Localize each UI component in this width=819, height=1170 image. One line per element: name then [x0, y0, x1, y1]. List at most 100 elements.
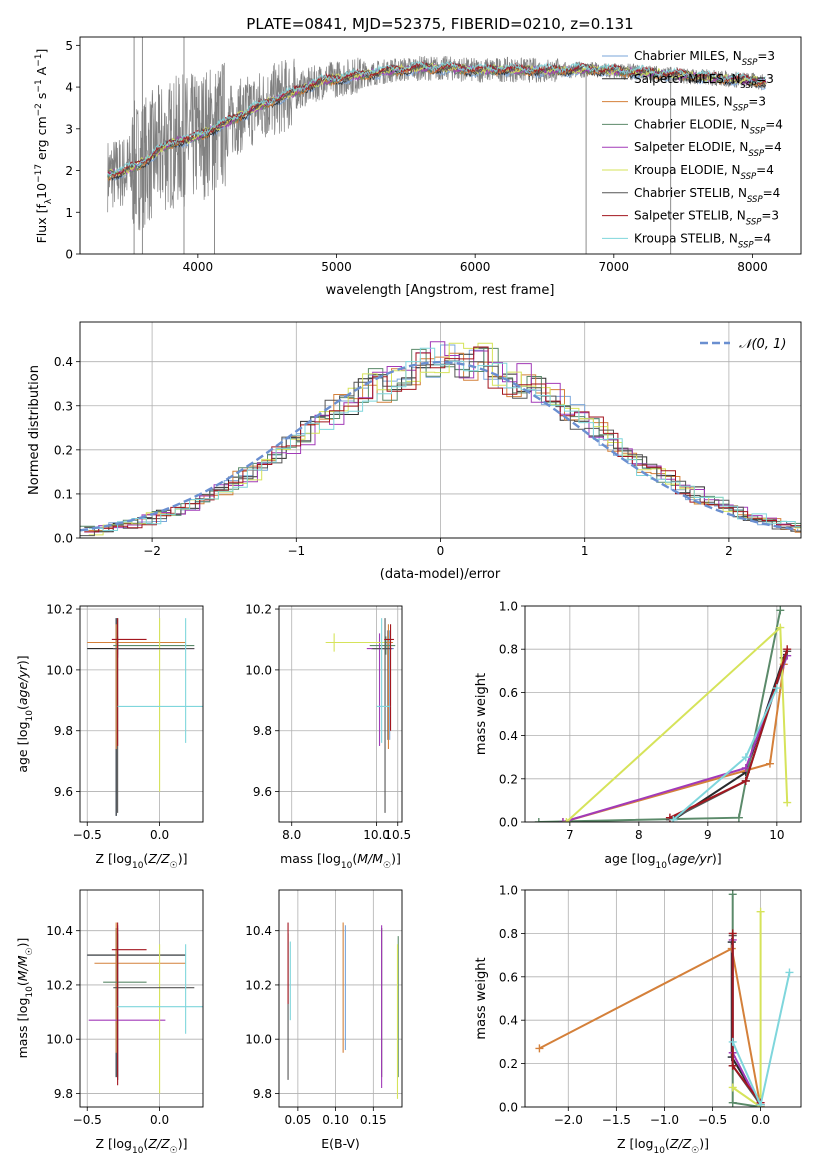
spectrum-ytick-label: 2: [65, 164, 73, 178]
massweight_vs_age-ytick-label: 0.4: [499, 729, 518, 743]
legend-label-salpeter-miles: Salpeter MILES, NSSP=3: [634, 72, 774, 91]
massweight_vs_age-xtick-label: 9: [704, 828, 712, 842]
legend-label-kroupa-stelib: Kroupa STELIB, NSSP=4: [634, 231, 771, 250]
chart-layer: 4000 5000 6000 7000 8000 0 1 2 3 4 5 wavelength [An…: [15, 36, 802, 1156]
legend-label-main: Salpeter ELODIE, N: [634, 140, 748, 154]
residuals-xtick-label: −2: [143, 544, 161, 558]
residuals-frame: [79, 321, 802, 539]
age_vs_mass-xlabel-part: mass [log: [280, 851, 341, 866]
residual-hist-kroupa-stelib: [88, 347, 801, 531]
legend-label-suffix: =4: [764, 140, 782, 154]
spectrum-ylabel-part: ]: [34, 49, 49, 54]
age_vs_mass-xlabel-part: )]: [391, 851, 401, 866]
mass_vs_Z-ylabel-part: (: [15, 981, 30, 986]
legend-label-suffix: =3: [756, 72, 774, 86]
legend-label-suffix: =4: [756, 163, 774, 177]
residuals-ytick-label: 0.4: [54, 355, 73, 369]
age_vs_mass-xlabel-part: ☉: [383, 861, 391, 871]
massweight_vs_age-marker-kroupa-elodie: [776, 623, 785, 632]
residuals-ytick-label: 0.1: [54, 487, 73, 501]
massweight_vs_age-ytick-label: 0.8: [499, 643, 518, 657]
age_vs_Z-xlabel-part: Z/Z: [147, 851, 170, 866]
legend-label-suffix: =4: [763, 186, 781, 200]
massweight_vs_Z-marker-kroupa-stelib: [785, 968, 794, 977]
massweight_vs_age-marker-kroupa-stelib: [741, 753, 750, 762]
massweight_vs_age-marker-salpeter-stelib: [741, 776, 750, 785]
massweight_vs_age-marker-chabrier-elodie: [776, 606, 785, 615]
age_vs_mass-xlabel: mass [log10(M/M☉)]: [280, 851, 401, 871]
massweight_vs_Z-xtick-label: −0.5: [698, 1113, 727, 1127]
massweight_vs_age-ytick-label: 0.0: [499, 816, 518, 830]
massweight_vs_age-xlabel-part: age [log: [604, 851, 655, 866]
age_vs_Z-xlabel-part: (: [143, 851, 148, 866]
massweight_vs_age-xlabel-part: )]: [712, 851, 722, 866]
massweight_vs_Z-line-kroupa-elodie: [732, 911, 762, 1107]
spectrum-ylabel-part: s: [34, 93, 49, 104]
massweight_vs_age-ylabel: mass weight: [474, 673, 489, 755]
age_vs_Z-frame: [79, 605, 204, 823]
spectrum-ylabel-part: −1: [34, 54, 44, 67]
legend-label-suffix: =3: [748, 95, 766, 109]
spectrum-axes: 4000 5000 6000 7000 8000 0 1 2 3 4 5: [65, 36, 802, 274]
spectrum-ylabel-part: −2: [34, 103, 44, 116]
spectrum-ylabel: Flux [fλ10−17 erg cm−2 s−1 A−1]: [34, 49, 54, 244]
age_vs_Z-axes: −0.5 0.0 9.6 9.8 10.0 10.2: [46, 603, 204, 842]
massweight_vs_age-xtick-label: 8: [635, 828, 643, 842]
age_vs_mass-ytick-label: 10.0: [245, 663, 272, 677]
massweight_vs_Z-xtick-label: −1.5: [602, 1113, 631, 1127]
legend-label-main: Salpeter MILES, N: [634, 72, 741, 86]
massweight_vs_age-xtick-label: 7: [566, 828, 574, 842]
age_vs_mass-ytick-label: 9.8: [253, 724, 272, 738]
legend-label-sub: SSP: [741, 172, 757, 182]
massweight_vs_Z-axes: −2.0 −1.5 −1.0 −0.5 0.0 0.0 0.2 0.4 0.6 0.8 1.0: [499, 884, 802, 1127]
residual-hist-kroupa-miles: [88, 352, 801, 533]
massweight_vs_Z-marker-chabrier-elodie: [728, 1098, 737, 1107]
mass_vs_Z-ytick-label: 10.0: [46, 1033, 73, 1047]
mass_vs_ebv-ytick-label: 10.2: [245, 978, 272, 992]
mass_vs_ebv-ytick-label: 10.0: [245, 1033, 272, 1047]
massweight_vs_age-axes: 7 8 9 10 0.0 0.2 0.4 0.6 0.8 1.0: [499, 600, 802, 842]
mass_vs_Z-xlabel-part: Z [log: [96, 1136, 132, 1151]
age_vs_Z-xlabel-part: Z [log: [96, 851, 132, 866]
legend-label-main: Salpeter STELIB, N: [634, 209, 746, 223]
residuals-xtick-label: 0: [437, 544, 445, 558]
mass_vs_Z-ytick-label: 10.4: [46, 924, 73, 938]
age_vs_Z-plot-area: [80, 606, 203, 822]
spectrum-xtick-label: 7000: [599, 260, 630, 274]
mass_vs_Z-xtick-label: −0.5: [73, 1113, 102, 1127]
massweight_vs_age-xlabel-part: age/yr: [672, 851, 713, 866]
age_vs_Z-xlabel-part: 10: [132, 861, 144, 871]
massweight_vs_Z-ytick-label: 1.0: [499, 884, 518, 898]
massweight_vs_Z-xlabel-part: )]: [699, 1136, 709, 1151]
legend-label-kroupa-elodie: Kroupa ELODIE, NSSP=4: [634, 163, 774, 182]
legend-label-main: Kroupa STELIB, N: [634, 231, 738, 245]
age_vs_mass-xtick-label: 8.0: [282, 828, 301, 842]
massweight_vs_Z-marker-kroupa-elodie: [728, 1083, 737, 1092]
massweight_vs_age-ytick-label: 1.0: [499, 600, 518, 614]
spectrum-ylabel-part: λ: [44, 198, 54, 204]
age_vs_Z-xlabel-part: )]: [178, 851, 188, 866]
massweight_vs_Z-content: [535, 890, 794, 1107]
massweight_vs_age-ytick-label: 0.2: [499, 772, 518, 786]
massweight_vs_Z-marker-chabrier-elodie: [728, 890, 737, 899]
mass_vs_ebv-frame: [278, 889, 403, 1108]
spectrum-ytick-label: 3: [65, 122, 73, 136]
massweight_vs_age-xlabel: age [log10(age/yr)]: [604, 851, 721, 871]
legend-label-sub: SSP: [747, 195, 763, 205]
residuals-content: [80, 341, 801, 537]
mass_vs_ebv-xlabel: E(B-V): [321, 1136, 360, 1151]
massweight_vs_Z-ytick-label: 0.8: [499, 927, 518, 941]
residuals-xtick-label: 1: [581, 544, 589, 558]
spectrum-xlabel: wavelength [Angstrom, rest frame]: [326, 283, 555, 298]
mass_vs_ebv-xtick-label: 0.10: [322, 1113, 349, 1127]
massweight_vs_age-marker-salpeter-stelib: [783, 645, 792, 654]
age_vs_mass-axes: 8.0 10.010.59.69.810.010.2: [245, 603, 411, 842]
age_vs_mass-frame: [278, 605, 403, 823]
mass_vs_Z-xlabel-part: )]: [178, 1136, 188, 1151]
massweight_vs_age-marker-chabrier-elodie: [534, 818, 543, 822]
massweight_vs_Z-ylabel: mass weight: [474, 957, 489, 1039]
massweight_vs_Z-xlabel-part: ☉: [691, 1146, 699, 1156]
age_vs_mass-ytick-label: 10.2: [245, 603, 272, 617]
massweight_vs_Z-xlabel-part: 10: [653, 1146, 665, 1156]
residuals-xlabel: (data-model)/error: [380, 567, 501, 582]
